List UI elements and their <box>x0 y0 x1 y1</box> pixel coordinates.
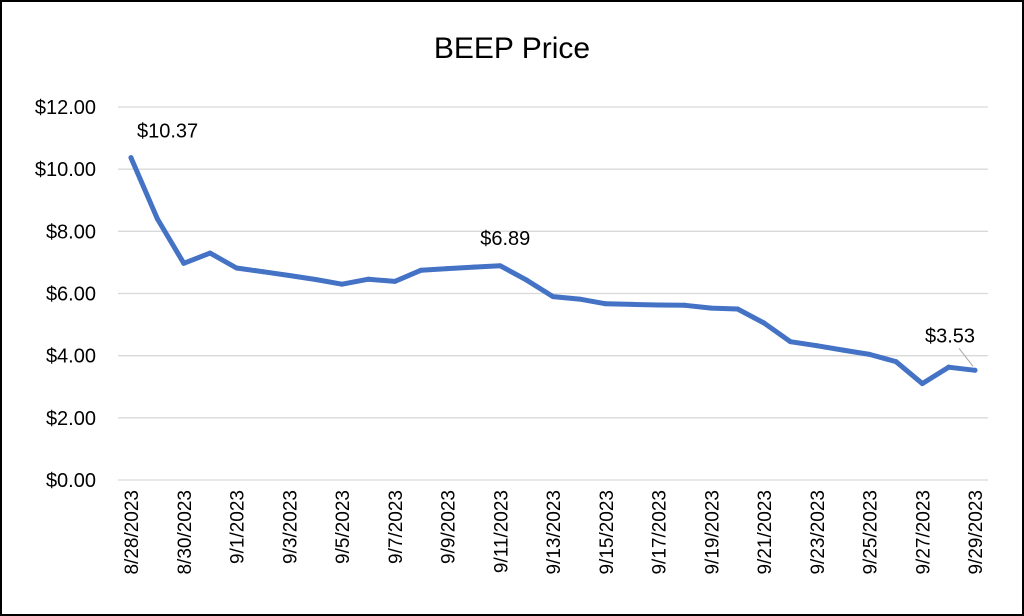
x-tick-label: 9/19/2023 <box>702 490 723 575</box>
x-tick-label: 9/25/2023 <box>861 490 882 575</box>
data-point <box>867 351 872 357</box>
data-point <box>365 276 371 282</box>
data-point <box>418 267 424 273</box>
y-tick-label: $4.00 <box>46 346 96 368</box>
x-tick-label: 9/23/2023 <box>808 490 829 575</box>
data-point <box>629 301 635 307</box>
data-point <box>656 302 661 308</box>
x-tick-label: 9/21/2023 <box>755 490 776 575</box>
y-tick-label: $8.00 <box>46 221 96 243</box>
x-tick-label: 9/3/2023 <box>280 490 301 564</box>
data-point <box>893 359 899 365</box>
data-point <box>286 272 292 278</box>
data-point <box>682 302 688 308</box>
y-tick-label: $12.00 <box>35 97 96 119</box>
series-line <box>128 155 978 387</box>
data-point <box>392 278 398 284</box>
data-point <box>814 343 820 349</box>
data-point <box>840 347 846 353</box>
x-tick-label: 8/28/2023 <box>122 490 143 575</box>
y-tick-label: $2.00 <box>46 408 96 430</box>
data-point <box>708 305 714 311</box>
data-point <box>260 269 266 275</box>
x-axis-tick-labels: 8/28/2023 8/30/2023 9/1/2023 9/3/2023 9/5/20… <box>122 490 987 575</box>
data-label: $6.89 <box>480 228 530 250</box>
x-tick-label: 9/1/2023 <box>228 490 249 564</box>
data-point <box>154 216 160 222</box>
y-tick-label: $0.00 <box>46 470 96 492</box>
data-label: $10.37 <box>137 121 198 143</box>
price-series <box>128 155 978 387</box>
y-tick-label: $6.00 <box>46 284 96 306</box>
x-tick-label: 9/11/2023 <box>491 490 512 573</box>
x-tick-label: 9/13/2023 <box>544 490 565 575</box>
x-tick-label: 9/5/2023 <box>333 490 354 564</box>
data-point <box>128 155 134 161</box>
data-labels: $10.37 $6.89 $3.53 <box>137 121 975 367</box>
chart-title: BEEP Price <box>433 32 591 65</box>
data-point <box>497 263 503 269</box>
gridlines <box>118 106 988 481</box>
x-tick-label: 9/17/2023 <box>650 490 671 575</box>
data-point <box>234 265 239 271</box>
data-point <box>181 260 187 266</box>
y-axis-tick-labels: $0.00 $2.00 $4.00 $6.00 $8.00 $10.00 $12.00 <box>35 97 96 492</box>
label-leader-line <box>958 347 974 367</box>
x-tick-label: 9/9/2023 <box>439 490 460 564</box>
x-tick-label: 9/29/2023 <box>966 490 987 575</box>
data-point <box>445 266 450 272</box>
x-tick-label: 9/15/2023 <box>597 490 618 575</box>
data-point <box>550 294 556 300</box>
y-tick-label: $10.00 <box>35 159 96 181</box>
data-point <box>339 281 345 287</box>
data-point <box>946 364 952 370</box>
data-point <box>919 381 925 387</box>
data-point <box>471 264 477 270</box>
data-point <box>735 306 741 312</box>
x-tick-label: 9/7/2023 <box>386 490 407 564</box>
data-point <box>576 296 582 302</box>
data-label: $3.53 <box>925 325 975 347</box>
data-point <box>972 367 978 373</box>
x-tick-label: 9/27/2023 <box>913 490 934 575</box>
data-point <box>787 339 793 345</box>
data-point <box>313 277 319 283</box>
data-point <box>207 250 213 256</box>
data-point <box>603 301 609 307</box>
data-point <box>524 277 530 283</box>
x-tick-label: 8/30/2023 <box>175 490 196 575</box>
data-point <box>761 320 767 326</box>
